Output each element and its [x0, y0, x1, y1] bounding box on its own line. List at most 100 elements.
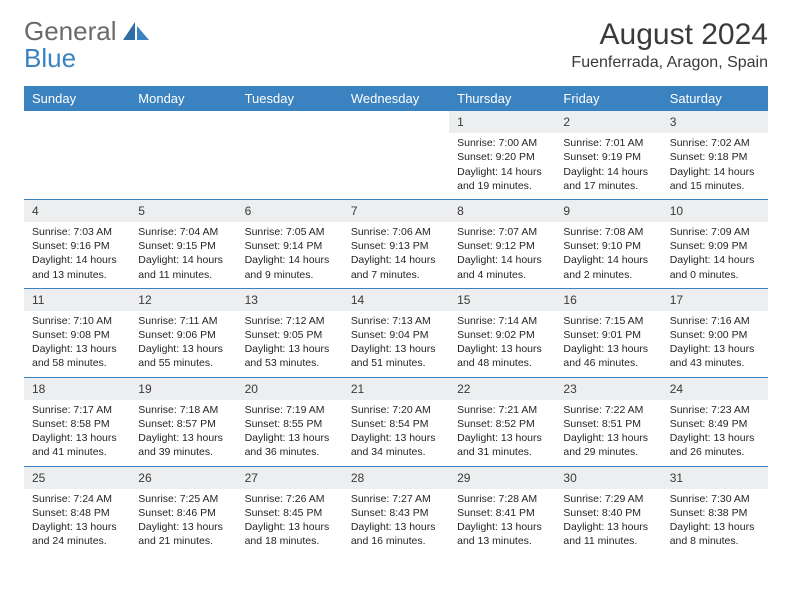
daylight-line: Daylight: 13 hours and 43 minutes. — [670, 342, 760, 370]
daylight-line: Daylight: 13 hours and 53 minutes. — [245, 342, 335, 370]
sunset-line: Sunset: 8:55 PM — [245, 417, 335, 431]
day-number-cell: 27 — [237, 466, 343, 489]
day-content-cell: Sunrise: 7:12 AMSunset: 9:05 PMDaylight:… — [237, 311, 343, 377]
day-number-cell: 7 — [343, 199, 449, 222]
day-number-cell: 25 — [24, 466, 130, 489]
sunrise-line: Sunrise: 7:10 AM — [32, 314, 122, 328]
sunset-line: Sunset: 9:09 PM — [670, 239, 760, 253]
sunrise-line: Sunrise: 7:26 AM — [245, 492, 335, 506]
day-content-cell — [130, 133, 236, 199]
sunset-line: Sunset: 9:08 PM — [32, 328, 122, 342]
daylight-line: Daylight: 14 hours and 7 minutes. — [351, 253, 441, 281]
day-content-cell: Sunrise: 7:10 AMSunset: 9:08 PMDaylight:… — [24, 311, 130, 377]
sunrise-line: Sunrise: 7:13 AM — [351, 314, 441, 328]
day-content-cell: Sunrise: 7:08 AMSunset: 9:10 PMDaylight:… — [555, 222, 661, 288]
day-number-cell: 3 — [662, 111, 768, 133]
day-content-cell: Sunrise: 7:16 AMSunset: 9:00 PMDaylight:… — [662, 311, 768, 377]
day-content-cell: Sunrise: 7:06 AMSunset: 9:13 PMDaylight:… — [343, 222, 449, 288]
day-number-cell — [237, 111, 343, 133]
sunset-line: Sunset: 8:48 PM — [32, 506, 122, 520]
day-number-cell: 10 — [662, 199, 768, 222]
daylight-line: Daylight: 13 hours and 21 minutes. — [138, 520, 228, 548]
sunrise-line: Sunrise: 7:05 AM — [245, 225, 335, 239]
sunrise-line: Sunrise: 7:22 AM — [563, 403, 653, 417]
day-content-cell: Sunrise: 7:22 AMSunset: 8:51 PMDaylight:… — [555, 400, 661, 466]
sunset-line: Sunset: 9:06 PM — [138, 328, 228, 342]
day-content-cell: Sunrise: 7:13 AMSunset: 9:04 PMDaylight:… — [343, 311, 449, 377]
sunrise-line: Sunrise: 7:29 AM — [563, 492, 653, 506]
daylight-line: Daylight: 13 hours and 41 minutes. — [32, 431, 122, 459]
sunrise-line: Sunrise: 7:24 AM — [32, 492, 122, 506]
sunset-line: Sunset: 8:45 PM — [245, 506, 335, 520]
day-number-cell: 11 — [24, 288, 130, 311]
sunrise-line: Sunrise: 7:11 AM — [138, 314, 228, 328]
sunrise-line: Sunrise: 7:20 AM — [351, 403, 441, 417]
day-header-tuesday: Tuesday — [237, 86, 343, 111]
day-content-cell: Sunrise: 7:28 AMSunset: 8:41 PMDaylight:… — [449, 489, 555, 555]
day-content-cell: Sunrise: 7:03 AMSunset: 9:16 PMDaylight:… — [24, 222, 130, 288]
sunrise-line: Sunrise: 7:06 AM — [351, 225, 441, 239]
week-4-content-row: Sunrise: 7:24 AMSunset: 8:48 PM Daylight:… — [24, 489, 768, 555]
sunset-line: Sunset: 8:52 PM — [457, 417, 547, 431]
day-content-cell: Sunrise: 7:14 AMSunset: 9:02 PMDaylight:… — [449, 311, 555, 377]
day-content-cell: Sunrise: 7:25 AMSunset: 8:46 PMDaylight:… — [130, 489, 236, 555]
daylight-line: Daylight: 13 hours and 48 minutes. — [457, 342, 547, 370]
day-content-cell: Sunrise: 7:00 AMSunset: 9:20 PMDaylight:… — [449, 133, 555, 199]
sunset-line: Sunset: 9:02 PM — [457, 328, 547, 342]
week-2-daynum-row: 11121314151617 — [24, 288, 768, 311]
week-0-content-row: Sunrise: 7:00 AMSunset: 9:20 PMDaylight:… — [24, 133, 768, 199]
day-content-cell: Sunrise: 7:30 AMSunset: 8:38 PMDaylight:… — [662, 489, 768, 555]
header: General Blue August 2024 Fuenferrada, Ar… — [24, 18, 768, 72]
sunset-line: Sunset: 8:58 PM — [32, 417, 122, 431]
day-number-cell: 1 — [449, 111, 555, 133]
sunrise-line: Sunrise: 7:28 AM — [457, 492, 547, 506]
day-number-cell: 14 — [343, 288, 449, 311]
daylight-line: Daylight: 13 hours and 18 minutes. — [245, 520, 335, 548]
daylight-line: Daylight: 14 hours and 0 minutes. — [670, 253, 760, 281]
sunrise-line: Sunrise: 7:18 AM — [138, 403, 228, 417]
daylight-line: Daylight: 13 hours and 11 minutes. — [563, 520, 653, 548]
day-number-cell: 4 — [24, 199, 130, 222]
logo-sail-icon — [121, 20, 151, 42]
day-number-cell: 24 — [662, 377, 768, 400]
week-1-daynum-row: 45678910 — [24, 199, 768, 222]
week-3-daynum-row: 18192021222324 — [24, 377, 768, 400]
logo-word-blue: Blue — [24, 43, 76, 73]
day-number-cell: 18 — [24, 377, 130, 400]
sunset-line: Sunset: 8:41 PM — [457, 506, 547, 520]
daylight-line: Daylight: 13 hours and 8 minutes. — [670, 520, 760, 548]
day-number-cell — [24, 111, 130, 133]
daylight-line: Daylight: 14 hours and 13 minutes. — [32, 253, 122, 281]
day-header-friday: Friday — [555, 86, 661, 111]
sunset-line: Sunset: 9:20 PM — [457, 150, 547, 164]
day-content-cell: Sunrise: 7:11 AMSunset: 9:06 PMDaylight:… — [130, 311, 236, 377]
sunrise-line: Sunrise: 7:16 AM — [670, 314, 760, 328]
day-number-cell: 29 — [449, 466, 555, 489]
sunrise-line: Sunrise: 7:00 AM — [457, 136, 547, 150]
daylight-line: Daylight: 13 hours and 34 minutes. — [351, 431, 441, 459]
daylight-line: Daylight: 14 hours and 11 minutes. — [138, 253, 228, 281]
daylight-line: Daylight: 13 hours and 29 minutes. — [563, 431, 653, 459]
day-header-row: SundayMondayTuesdayWednesdayThursdayFrid… — [24, 86, 768, 111]
daylight-line: Daylight: 13 hours and 13 minutes. — [457, 520, 547, 548]
daylight-line: Daylight: 13 hours and 51 minutes. — [351, 342, 441, 370]
daylight-line: Daylight: 13 hours and 55 minutes. — [138, 342, 228, 370]
day-content-cell: Sunrise: 7:19 AMSunset: 8:55 PMDaylight:… — [237, 400, 343, 466]
day-header-sunday: Sunday — [24, 86, 130, 111]
sunset-line: Sunset: 9:10 PM — [563, 239, 653, 253]
daylight-line: Daylight: 14 hours and 9 minutes. — [245, 253, 335, 281]
day-number-cell — [343, 111, 449, 133]
day-number-cell: 5 — [130, 199, 236, 222]
sunset-line: Sunset: 8:43 PM — [351, 506, 441, 520]
sunrise-line: Sunrise: 7:19 AM — [245, 403, 335, 417]
day-content-cell: Sunrise: 7:27 AMSunset: 8:43 PMDaylight:… — [343, 489, 449, 555]
day-content-cell: Sunrise: 7:05 AMSunset: 9:14 PMDaylight:… — [237, 222, 343, 288]
sunset-line: Sunset: 9:05 PM — [245, 328, 335, 342]
month-title: August 2024 — [571, 18, 768, 52]
sunset-line: Sunset: 8:38 PM — [670, 506, 760, 520]
logo: General Blue — [24, 18, 151, 72]
day-number-cell: 12 — [130, 288, 236, 311]
sunset-line: Sunset: 9:04 PM — [351, 328, 441, 342]
day-content-cell: Sunrise: 7:09 AMSunset: 9:09 PMDaylight:… — [662, 222, 768, 288]
day-content-cell: Sunrise: 7:01 AMSunset: 9:19 PMDaylight:… — [555, 133, 661, 199]
